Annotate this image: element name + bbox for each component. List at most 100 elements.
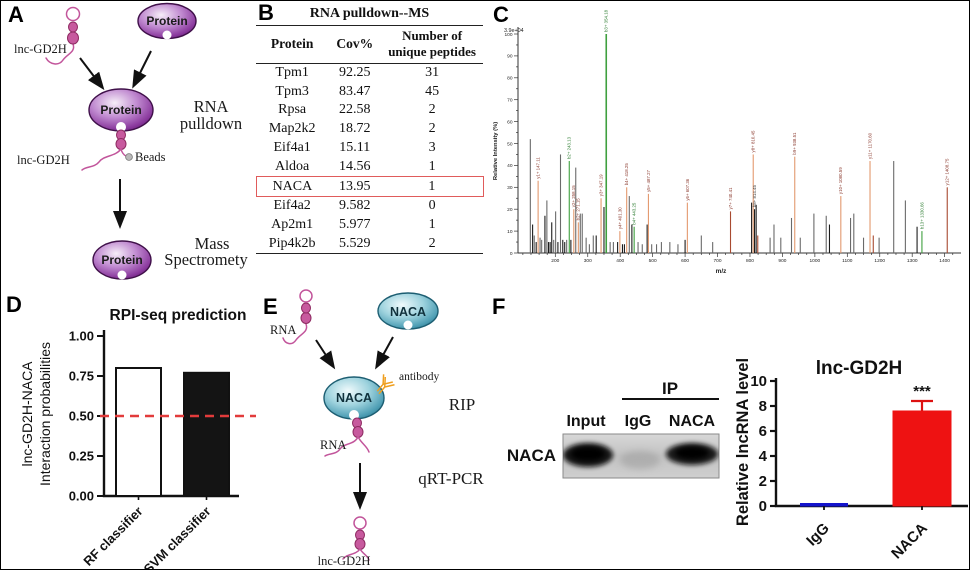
column-header-cov: Cov% xyxy=(328,25,382,64)
panel-label-c: C xyxy=(493,2,509,27)
protein-mid-label: Protein xyxy=(100,103,141,117)
naca-top: NACA xyxy=(377,292,439,330)
lnc-gd2h-top-label: lnc-GD2H xyxy=(14,42,67,56)
y-tick-label: 6 xyxy=(759,423,767,440)
table-header-row: Protein Cov% Number of unique peptides xyxy=(256,25,483,64)
panel-label-b: B xyxy=(258,0,274,25)
lnc-gd2h-molecule-top xyxy=(45,6,81,65)
step-mass-spec-line2: Spectromety xyxy=(164,250,248,269)
bar-igg xyxy=(800,503,848,507)
table-cell: 5.529 xyxy=(338,235,371,251)
table-cell: 83.47 xyxy=(338,83,371,99)
table-row: Eif4a2 9.582 0 xyxy=(256,196,483,215)
table-row: Pip4k2b 5.529 2 xyxy=(256,235,483,254)
lnc-gd2h-molecule-bottom xyxy=(342,516,370,561)
rpiseq-plot: RPI-seq prediction 0.00 0.25 0.50 0.75 1.00 RF… xyxy=(19,307,256,569)
bead-icon xyxy=(125,153,133,161)
x-tick-label: 300 xyxy=(584,258,592,264)
x-tick-label: 600 xyxy=(681,258,689,264)
table-cell: 2 xyxy=(428,121,436,137)
peak-label: y1+ 147.11 xyxy=(536,157,541,179)
peak-label: y2+ 258.15 xyxy=(571,185,576,207)
panel-c-mass-spectrum: C 0 10 20 30 40 50 60 70 80 90 100 200 300 400 500 600 7… xyxy=(488,1,969,286)
x-tick-label: 1400 xyxy=(939,258,950,264)
table-cell: Pip4k2b xyxy=(268,235,316,251)
table-row: NACA 13.95 1 xyxy=(255,176,484,197)
x-tick-label: 700 xyxy=(714,258,722,264)
y-tick-label: 60 xyxy=(507,119,513,125)
x-tick-label: 500 xyxy=(649,258,657,264)
y-tick-label: 0 xyxy=(759,498,767,515)
table-cell: 92.25 xyxy=(338,64,371,80)
x-tick-label: 1100 xyxy=(842,258,853,264)
naca-rna-complex: NACA xyxy=(323,376,385,457)
panel-label-a: A xyxy=(8,2,24,27)
table-cell: 15.11 xyxy=(339,140,371,156)
step-rna-pulldown-line1: RNA xyxy=(194,97,229,116)
panel-label-e: E xyxy=(263,294,278,319)
peak-label: y11+ 1170.60 xyxy=(867,132,872,159)
peak-label: y5+ 487.27 xyxy=(646,169,651,191)
y-axis-label: Relative Intensity (%) xyxy=(493,122,499,180)
peak-label: y4+ 401.30 xyxy=(617,207,622,229)
rna-top-label: RNA xyxy=(270,323,296,337)
arrow-rna-to-naca xyxy=(315,339,336,370)
table-cell: 14.56 xyxy=(338,158,371,174)
table-title-row: RNA pulldown--MS xyxy=(256,5,483,26)
protein-binding-notch xyxy=(162,30,172,40)
y-tick-label: 4 xyxy=(759,448,768,465)
table-row: Map2k2 18.72 2 xyxy=(256,120,483,139)
y-axis-label-line1: lnc-GD2H-NACA xyxy=(19,361,35,467)
x-category-label: RF classifier xyxy=(80,504,145,569)
y-tick-label: 70 xyxy=(507,98,513,104)
x-tick-label: 900 xyxy=(778,258,786,264)
table-cell: Eif4a1 xyxy=(273,140,311,156)
antibody-icon xyxy=(376,374,395,395)
spectrum-plot: 0 10 20 30 40 50 60 70 80 90 100 200 300 400 500 600 700… xyxy=(493,9,961,275)
lane-label-input: Input xyxy=(566,413,606,430)
chart-title: RPI-seq prediction xyxy=(110,307,247,324)
y-tick-label: 8 xyxy=(759,398,767,415)
table-cell: Ap2m1 xyxy=(271,217,314,233)
rna-molecule-top xyxy=(282,289,313,345)
table-cell: 22.58 xyxy=(338,102,371,118)
column-header-protein: Protein xyxy=(256,25,329,64)
table-cell: 45 xyxy=(425,83,440,99)
naca-mid-label: NACA xyxy=(336,391,372,405)
table-cell: 18.72 xyxy=(338,121,371,137)
beads-label: Beads xyxy=(135,150,166,164)
y-axis-label: Relative lncRNA level xyxy=(734,358,752,526)
y-tick-label: 20 xyxy=(507,207,513,213)
panel-f-qpcr-chart: lnc-GD2H 0 2 4 6 8 10 Relative lncRNA level IgG N… xyxy=(731,286,969,569)
step-rna-pulldown-line2: pulldown xyxy=(180,114,242,133)
step-mass-spec-line1: Mass xyxy=(195,234,230,253)
y-tick-label: 10 xyxy=(750,373,767,390)
lane-label-naca: NACA xyxy=(669,413,716,430)
table-cell: 3 xyxy=(428,140,436,156)
table-row: Ap2m1 5.977 1 xyxy=(256,216,483,235)
table-row: Rpsa 22.58 2 xyxy=(256,101,483,120)
peak-label: y10+ 1080.59 xyxy=(838,167,843,194)
band-input-core xyxy=(571,447,605,461)
y-tick-label: 0 xyxy=(510,251,513,257)
table-row: Eif4a1 15.11 3 xyxy=(256,139,483,158)
blot-row-label: NACA xyxy=(507,446,556,465)
bar-svm xyxy=(183,371,230,497)
step-rip-label: RIP xyxy=(449,395,475,414)
arrow-rna-to-complex xyxy=(79,57,105,91)
x-tick-label: 400 xyxy=(616,258,624,264)
table-cell: 5.977 xyxy=(338,217,371,233)
peak-label: y12+ 1408.75 xyxy=(945,158,950,185)
panel-f-western-blot: F IP Input IgG NACA xyxy=(486,286,731,569)
protein-top: Protein xyxy=(137,2,197,40)
pulldown-ms-table: RNA pulldown--MS Protein Cov% Number of … xyxy=(255,5,484,255)
lnc-gd2h-mid-label: lnc-GD2H xyxy=(17,153,70,167)
protein-top-label: Protein xyxy=(146,14,187,28)
mass-spectrum-chart: 0 10 20 30 40 50 60 70 80 90 100 200 300 400 500 600 700… xyxy=(493,9,961,275)
panel-label-d: D xyxy=(6,292,22,317)
western-blot-drawing: IP Input IgG NACA NACA xyxy=(507,379,720,479)
peak-label: y8+ 810.45 xyxy=(751,130,756,152)
table-row: Aldoa 14.56 1 xyxy=(256,157,483,176)
peak-label: y3+ 347.19 xyxy=(598,174,603,196)
antibody-label: antibody xyxy=(399,371,439,383)
